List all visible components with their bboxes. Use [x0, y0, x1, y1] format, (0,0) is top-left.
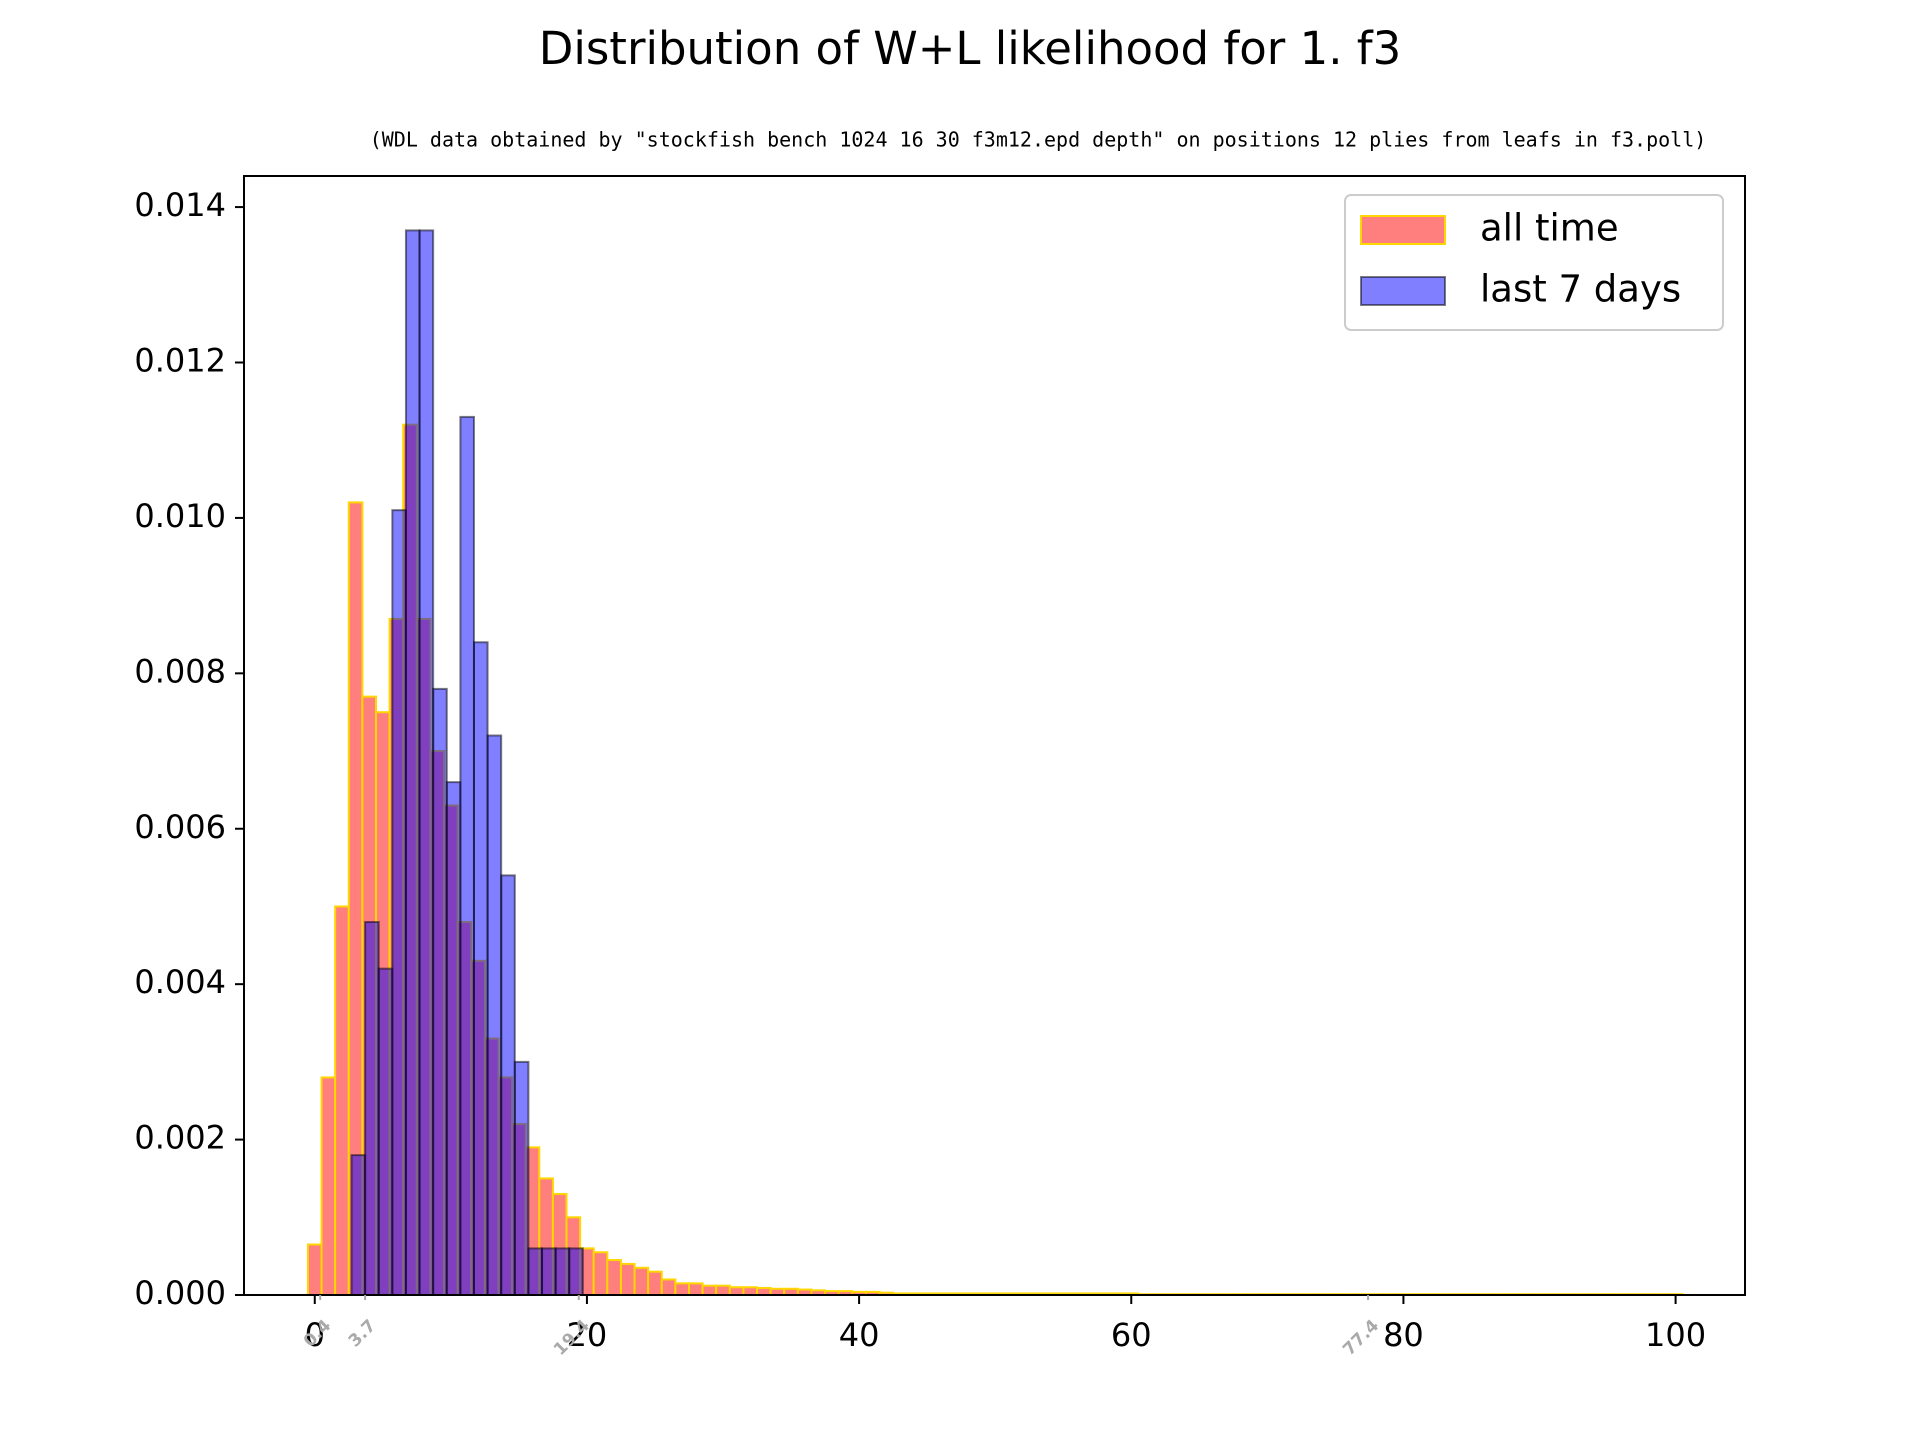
- chart-subtitle: (WDL data obtained by "stockfish bench 1…: [370, 128, 1707, 152]
- histogram-bar: [445, 781, 462, 1296]
- y-tick-label: 0.012: [134, 342, 226, 380]
- histogram-bar: [715, 1284, 731, 1297]
- histogram-bar: [377, 967, 394, 1296]
- histogram-bar: [513, 1060, 530, 1296]
- histogram-bar: [633, 1266, 650, 1297]
- plot-frame: [243, 175, 1746, 1296]
- histogram-bar: [320, 1076, 337, 1296]
- x-tick-label: 40: [839, 1316, 880, 1354]
- x-tick-label: 20: [567, 1316, 608, 1354]
- legend-label: all time: [1480, 207, 1619, 250]
- y-tick-label: 0.006: [134, 808, 226, 846]
- percentile-label: 3.7: [345, 1316, 380, 1351]
- histogram-bar: [486, 734, 503, 1296]
- histogram-bar: [541, 1247, 557, 1296]
- legend-label: last 7 days: [1480, 268, 1681, 311]
- histogram-bar: [742, 1286, 759, 1296]
- histogram-bar: [472, 641, 489, 1296]
- histogram-bar: [660, 1278, 677, 1297]
- histogram-bar: [701, 1284, 718, 1297]
- histogram-bar: [500, 874, 516, 1296]
- histogram-bar: [432, 687, 448, 1296]
- histogram-bar: [756, 1287, 772, 1296]
- legend-swatch: [1360, 215, 1446, 245]
- legend-swatch: [1360, 276, 1446, 306]
- chart-title: Distribution of W+L likelihood for 1. f3: [539, 22, 1402, 75]
- x-tick-label: 0: [305, 1316, 325, 1354]
- x-tick-label: 100: [1645, 1316, 1706, 1354]
- histogram-bar: [647, 1270, 663, 1296]
- y-tick-label: 0.002: [134, 1119, 226, 1157]
- histogram-bar: [606, 1259, 622, 1296]
- histogram-bar: [391, 509, 407, 1297]
- histogram-bar: [404, 229, 421, 1296]
- x-tick-label: 80: [1383, 1316, 1424, 1354]
- histogram-bar: [459, 415, 475, 1297]
- histogram-bar: [554, 1247, 571, 1296]
- y-tick-label: 0.008: [134, 652, 226, 690]
- y-tick-label: 0.010: [134, 497, 226, 535]
- histogram-bar: [728, 1286, 745, 1296]
- y-tick-label: 0.004: [134, 963, 226, 1001]
- histogram-bar: [619, 1262, 636, 1296]
- histogram-bar: [687, 1282, 704, 1296]
- histogram-bar: [418, 229, 435, 1296]
- histogram-bar: [350, 1154, 367, 1296]
- y-tick-label: 0.000: [134, 1274, 226, 1312]
- x-tick-label: 60: [1111, 1316, 1152, 1354]
- percentile-label: 77.4: [1339, 1316, 1383, 1360]
- y-tick-label: 0.014: [134, 186, 226, 224]
- histogram-bar: [527, 1247, 544, 1296]
- histogram-bar: [592, 1251, 609, 1296]
- histogram-bar: [334, 905, 350, 1296]
- histogram-bar: [364, 921, 380, 1296]
- histogram-bar: [568, 1247, 584, 1296]
- histogram-bar: [674, 1282, 690, 1296]
- histogram-bar: [306, 1243, 323, 1297]
